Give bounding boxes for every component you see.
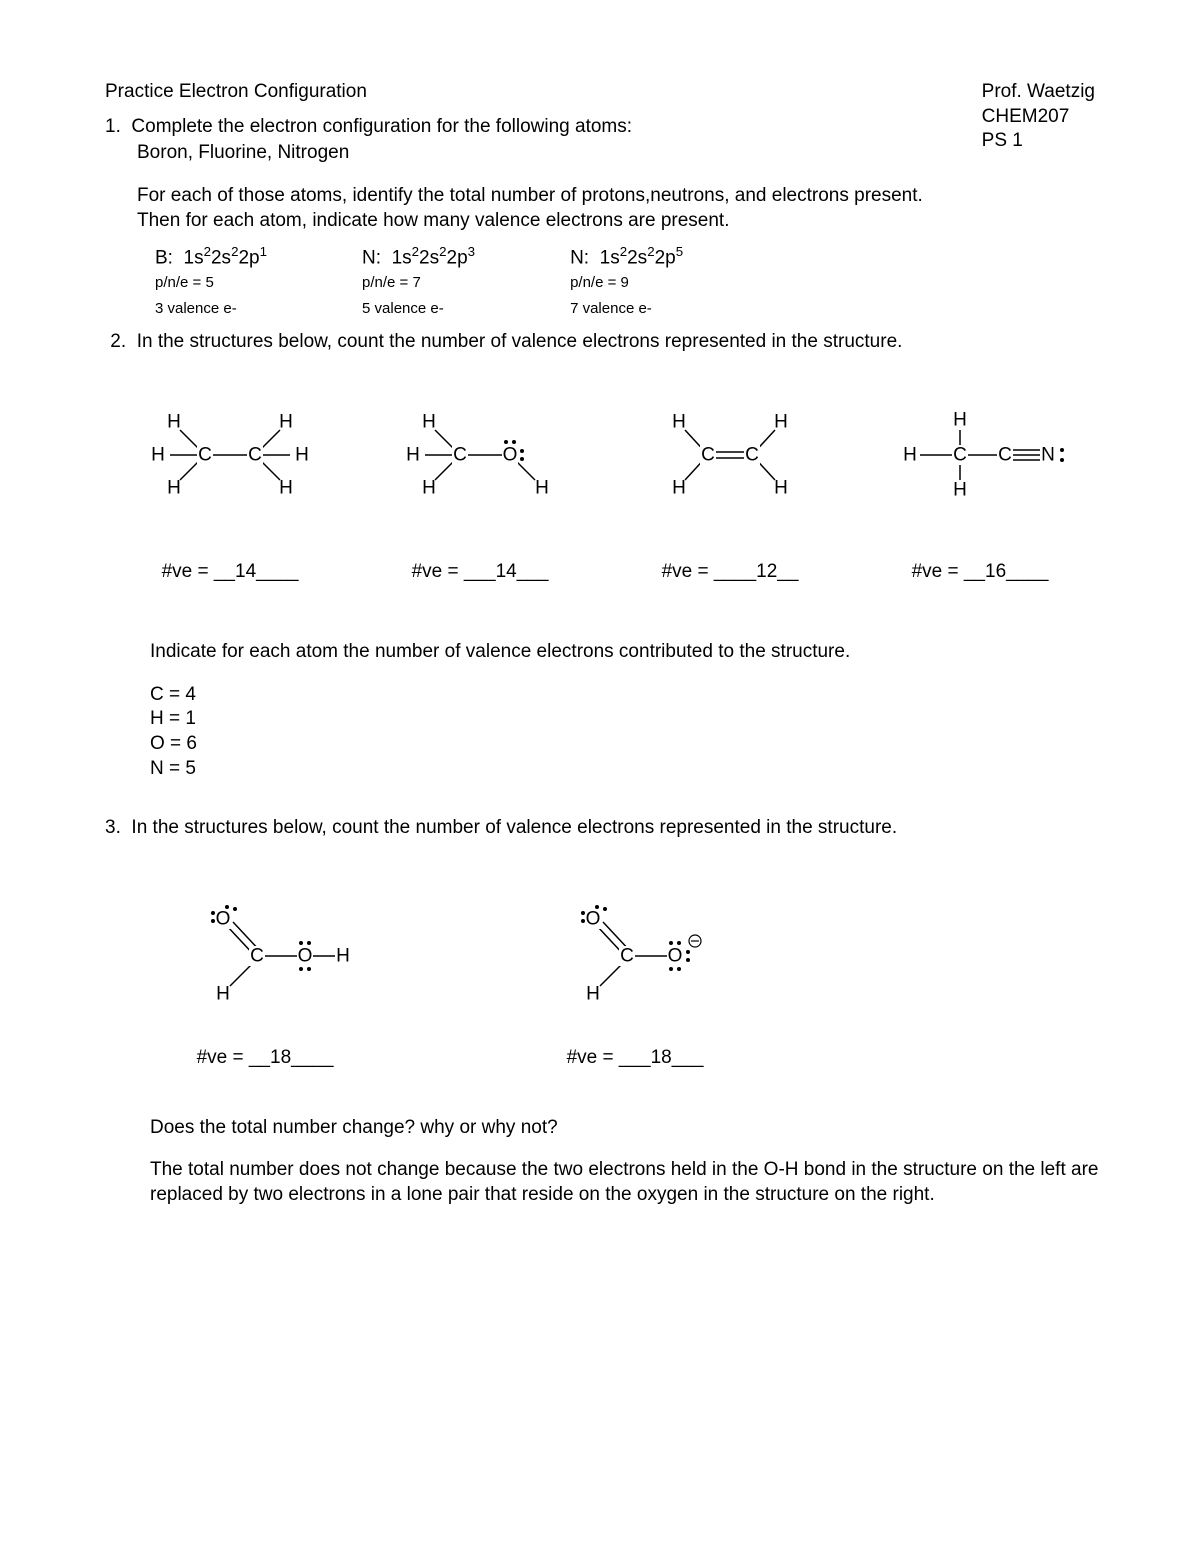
svg-text:O: O (503, 445, 518, 466)
electron-config-row: B: 1s22s22p1 p/n/e = 5 3 valence e- N: 1… (105, 243, 1105, 318)
svg-text:H: H (295, 445, 309, 466)
q3-question: Does the total number change? why or why… (105, 1116, 1105, 1141)
svg-text:O: O (216, 908, 231, 929)
svg-text:C: C (453, 445, 467, 466)
q3-answer: The total number does not change because… (105, 1158, 1105, 1207)
config-n-pne: p/n/e = 7 (362, 273, 475, 293)
svg-text:H: H (167, 478, 181, 499)
ve-row-q3: #ve = __18____ #ve = ___18___ (105, 1046, 1105, 1071)
config-b-pne: p/n/e = 5 (155, 273, 267, 293)
svg-text:H: H (167, 412, 181, 433)
config-fluorine: N: 1s22s22p5 p/n/e = 9 7 valence e- (570, 243, 683, 318)
q2-text: In the structures below, count the numbe… (137, 331, 903, 352)
molecule-acetonitrile: H C C N H H (855, 390, 1105, 530)
config-f-main: N: 1s22s22p5 (570, 243, 683, 271)
svg-text:C: C (701, 445, 715, 466)
svg-text:H: H (672, 412, 686, 433)
ve-row-q2: #ve = __14____ #ve = ___14___ #ve = ____… (105, 560, 1105, 585)
svg-text:H: H (422, 412, 436, 433)
config-f-val: 7 valence e- (570, 299, 683, 319)
svg-text:H: H (216, 983, 230, 1004)
svg-text:H: H (774, 412, 788, 433)
q1-number: 1. (105, 116, 121, 137)
prof-name: Prof. Waetzig (982, 80, 1095, 105)
contrib-o: O = 6 (105, 732, 1105, 757)
config-f-pne: p/n/e = 9 (570, 273, 683, 293)
svg-text:H: H (586, 983, 600, 1004)
q1-prompt-line1: 1. Complete the electron configuration f… (105, 115, 1105, 140)
config-b-main: B: 1s22s22p1 (155, 243, 267, 271)
svg-text:O: O (586, 908, 601, 929)
contrib-n: N = 5 (105, 757, 1105, 782)
svg-text:C: C (250, 945, 264, 966)
svg-text:H: H (672, 478, 686, 499)
svg-text:C: C (953, 445, 967, 466)
svg-text:H: H (535, 478, 549, 499)
svg-text:N: N (1041, 445, 1055, 466)
q2-number: 2. (110, 331, 126, 352)
svg-text:C: C (248, 445, 262, 466)
page-title: Practice Electron Configuration (105, 80, 1105, 105)
course-code: CHEM207 (982, 105, 1095, 130)
header-block: Prof. Waetzig CHEM207 PS 1 (982, 80, 1095, 154)
molecule-ethene: C C H H H H (605, 390, 855, 530)
config-n-main: N: 1s22s22p3 (362, 243, 475, 271)
molecule-row-q3: C O O H H (105, 881, 1105, 1021)
contrib-c: C = 4 (105, 683, 1105, 708)
svg-text:H: H (953, 480, 967, 501)
q1-prompt-line2: Boron, Fluorine, Nitrogen (105, 141, 1105, 166)
ve-ethane: #ve = __14____ (105, 560, 355, 585)
svg-text:C: C (998, 445, 1012, 466)
svg-text:C: C (198, 445, 212, 466)
q3-text: In the structures below, count the numbe… (131, 817, 897, 838)
q3-number: 3. (105, 817, 121, 838)
config-b-val: 3 valence e- (155, 299, 267, 319)
molecule-row-q2: C C H H H H H H (105, 390, 1105, 530)
svg-text:H: H (279, 412, 293, 433)
ve-formic: #ve = __18____ (165, 1046, 365, 1071)
ps-number: PS 1 (982, 129, 1095, 154)
molecule-ethane: C C H H H H H H (105, 390, 355, 530)
q2-subprompt: Indicate for each atom the number of val… (105, 640, 1105, 665)
worksheet-page: Prof. Waetzig CHEM207 PS 1 Practice Elec… (0, 0, 1200, 1553)
q1-para2: Then for each atom, indicate how many va… (105, 209, 1105, 234)
svg-text:O: O (668, 945, 683, 966)
ve-ethene: #ve = ____12__ (605, 560, 855, 585)
q1-para1: For each of those atoms, identify the to… (105, 184, 1105, 209)
svg-text:H: H (774, 478, 788, 499)
config-nitrogen: N: 1s22s22p3 p/n/e = 7 5 valence e- (362, 243, 475, 318)
svg-text:H: H (279, 478, 293, 499)
svg-text:H: H (953, 410, 967, 431)
molecule-methanol: C O H H H H (355, 390, 605, 530)
svg-text:H: H (336, 945, 350, 966)
svg-text:H: H (406, 445, 420, 466)
contrib-h: H = 1 (105, 707, 1105, 732)
ve-acetonitrile: #ve = __16____ (855, 560, 1105, 585)
molecule-formic-acid: C O O H H (165, 881, 365, 1021)
svg-text:C: C (620, 945, 634, 966)
svg-text:C: C (745, 445, 759, 466)
svg-text:O: O (298, 945, 313, 966)
q3-prompt: 3. In the structures below, count the nu… (105, 816, 1105, 841)
svg-text:H: H (422, 478, 436, 499)
q1-text1: Complete the electron configuration for … (131, 116, 632, 137)
svg-text:H: H (903, 445, 917, 466)
molecule-formate: C O O H (535, 881, 735, 1021)
ve-methanol: #ve = ___14___ (355, 560, 605, 585)
svg-text:H: H (151, 445, 165, 466)
q2-prompt: 2. In the structures below, count the nu… (105, 330, 1105, 355)
config-n-val: 5 valence e- (362, 299, 475, 319)
config-boron: B: 1s22s22p1 p/n/e = 5 3 valence e- (155, 243, 267, 318)
ve-formate: #ve = ___18___ (535, 1046, 735, 1071)
